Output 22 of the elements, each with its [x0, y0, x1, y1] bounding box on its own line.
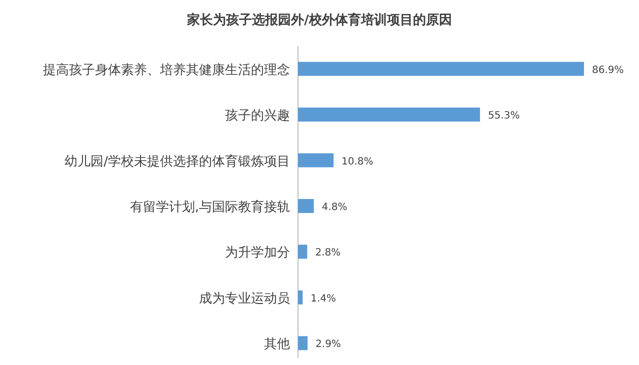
bar	[298, 153, 334, 168]
data-label: 2.9%	[316, 339, 341, 350]
data-label: 4.8%	[322, 202, 348, 213]
y-tick-label: 其他	[264, 337, 290, 352]
bar	[298, 108, 480, 122]
data-label: 1.4%	[310, 293, 336, 304]
bar	[298, 244, 308, 259]
bar	[298, 336, 308, 350]
data-label: 10.8%	[342, 156, 374, 168]
data-label: 2.8%	[315, 248, 341, 259]
y-tick-label: 为升学加分	[225, 246, 290, 261]
bar	[298, 290, 303, 304]
chart-title: 家长为孩子选报园外/校外体育培训项目的原因	[186, 12, 452, 28]
bar	[298, 62, 584, 76]
y-tick-label: 成为专业运动员	[199, 291, 290, 306]
bar	[298, 199, 314, 213]
y-tick-label: 幼儿园/学校未提供选择的体育锻炼项目	[64, 153, 290, 170]
data-label: 55.3%	[488, 110, 520, 122]
y-tick-label: 提高孩子身体素养、培养其健康生活的理念	[43, 62, 290, 78]
y-tick-label: 孩子的兴趣	[225, 108, 290, 124]
y-tick-label: 有留学计划,与国际教育接轨	[130, 199, 290, 215]
data-label: 86.9%	[592, 64, 624, 76]
